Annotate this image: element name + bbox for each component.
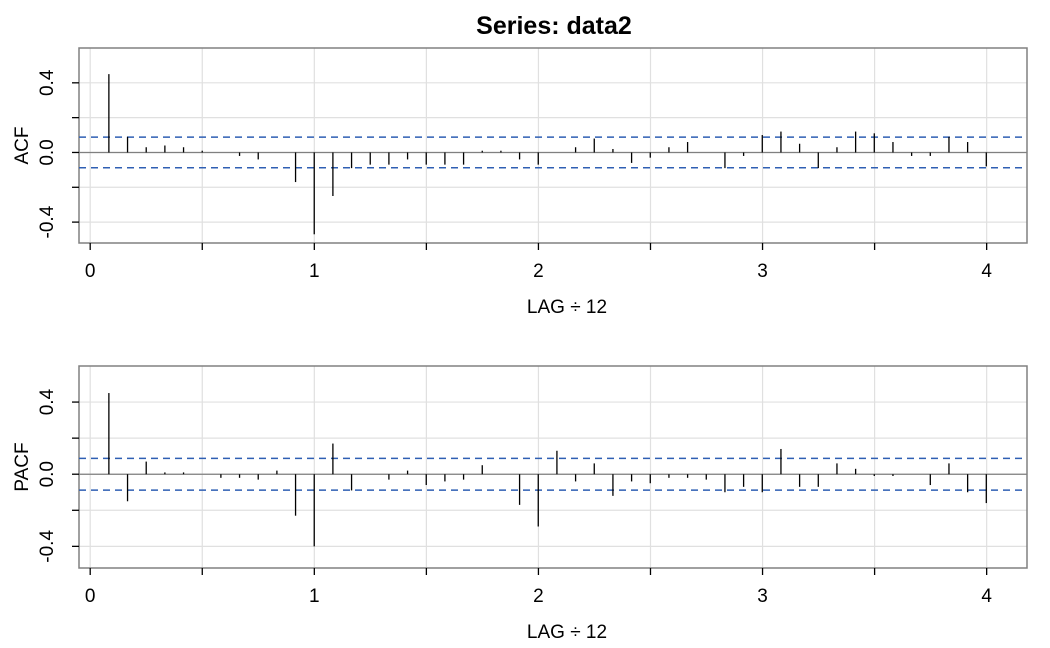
y-axis-label: PACF	[12, 442, 33, 491]
x-tick-label: 4	[981, 261, 992, 282]
x-tick-label: 4	[981, 586, 992, 607]
x-tick-label: 0	[85, 586, 96, 607]
y-tick-label: 0.0	[37, 461, 58, 487]
x-tick-label: 2	[533, 586, 544, 607]
x-tick-label: 2	[533, 261, 544, 282]
x-tick-label: 3	[757, 261, 768, 282]
pacf-panel: 0 1 2 3 4 LAG ÷ 12 -0.4 0.0 0.4 PACF	[12, 365, 1028, 643]
x-tick-label: 1	[309, 586, 320, 607]
y-axis-label: ACF	[12, 127, 33, 165]
plot-frame	[78, 47, 1028, 244]
y-tick-label: 0.4	[37, 69, 58, 96]
x-axis-label: LAG ÷ 12	[527, 297, 607, 318]
chart-title: Series: data2	[476, 12, 632, 40]
y-tick-label: 0.4	[37, 388, 58, 415]
acf-panel: 0 1 2 3 4 LAG ÷ 12 -0.4 0.0 0.4 ACF	[12, 47, 1028, 318]
y-tick-label: 0.0	[37, 139, 58, 165]
y-tick-label: -0.4	[37, 205, 58, 238]
plot-frame	[78, 365, 1028, 569]
x-axis-label: LAG ÷ 12	[527, 622, 607, 643]
x-tick-label: 3	[757, 586, 768, 607]
x-tick-label: 0	[85, 261, 96, 282]
x-tick-label: 1	[309, 261, 320, 282]
y-tick-label: -0.4	[37, 530, 58, 563]
